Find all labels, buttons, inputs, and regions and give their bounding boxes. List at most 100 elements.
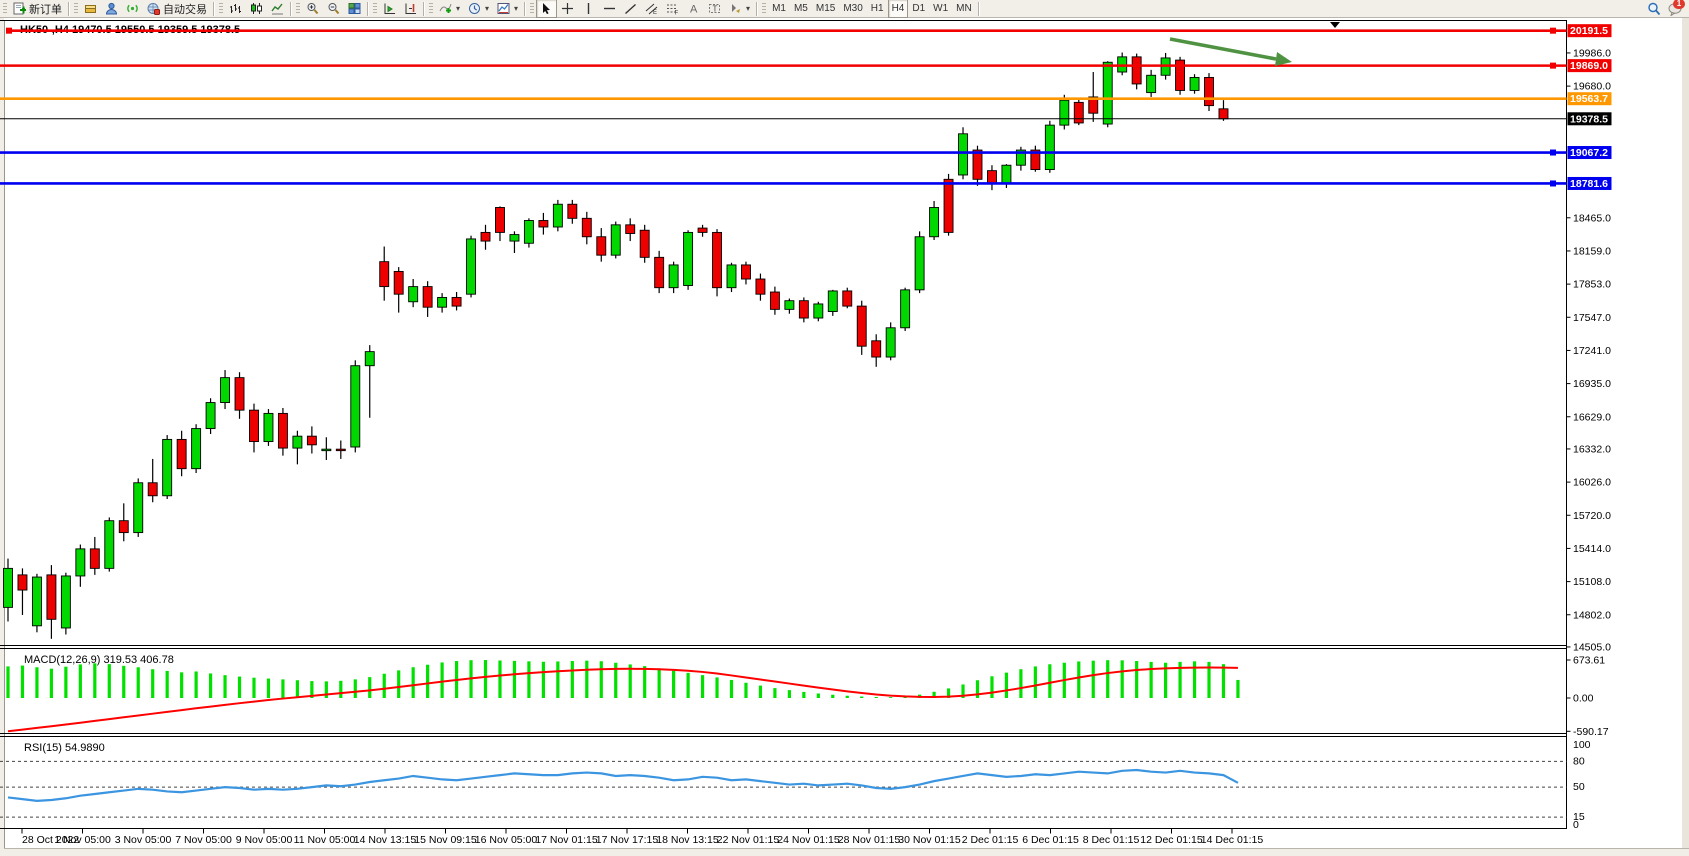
macd-histogram-bar bbox=[946, 688, 951, 698]
dropdown-caret-icon[interactable]: ▾ bbox=[746, 4, 751, 13]
main-toolbar: 新订单 自动交易 ▾ ▾ ▾ E F A T ▾ M1 M5 M15 M30 H1 H4 D1 W1 MN 1 bbox=[0, 0, 1689, 18]
tf-w1-button-label: W1 bbox=[933, 3, 949, 14]
macd-histogram-bar bbox=[1192, 661, 1197, 698]
candle-bull bbox=[31, 576, 42, 627]
macd-histogram-bar bbox=[1120, 660, 1124, 698]
crosshair-button[interactable] bbox=[557, 0, 578, 18]
macd-histogram-bar bbox=[440, 662, 444, 698]
cursor-icon bbox=[540, 2, 553, 15]
trendline-button[interactable] bbox=[620, 0, 641, 18]
autotrading-button[interactable]: 自动交易 bbox=[143, 0, 211, 18]
tf-d1-button[interactable]: D1 bbox=[908, 0, 929, 18]
candle-bull bbox=[1102, 61, 1113, 125]
zoom-in-button[interactable] bbox=[302, 0, 323, 18]
templates-button[interactable]: ▾ bbox=[493, 0, 522, 18]
line-anchor-marker[interactable] bbox=[1550, 180, 1556, 187]
date-label: 22 Nov 01:15 bbox=[717, 834, 780, 846]
candle-bear bbox=[335, 448, 346, 452]
line-anchor-marker[interactable] bbox=[1550, 149, 1556, 156]
candle-bull bbox=[813, 303, 824, 319]
tf-m1-button[interactable]: M1 bbox=[768, 0, 790, 18]
candle-bull bbox=[133, 482, 144, 534]
chart-shift-button[interactable] bbox=[400, 0, 421, 18]
candle-bear bbox=[697, 227, 708, 233]
tf-w1-button[interactable]: W1 bbox=[929, 0, 952, 18]
tf-m5-button[interactable]: M5 bbox=[790, 0, 812, 18]
candle-chart-button[interactable] bbox=[246, 0, 267, 18]
toolbar-grip[interactable] bbox=[74, 2, 78, 15]
toolbar-separator bbox=[524, 1, 526, 16]
arrows-button[interactable]: ▾ bbox=[725, 0, 754, 18]
macd-histogram-bar bbox=[252, 677, 256, 698]
price-badge-label: 18781.6 bbox=[1570, 178, 1608, 190]
line-anchor-marker[interactable] bbox=[1550, 27, 1556, 34]
market-watch-button[interactable] bbox=[80, 0, 101, 18]
toolbar-grip[interactable] bbox=[296, 2, 300, 15]
candle-bear bbox=[176, 438, 187, 470]
tf-h4-button[interactable]: H4 bbox=[887, 0, 909, 18]
tf-m5-button-label: M5 bbox=[793, 3, 808, 14]
macd-histogram-bar bbox=[657, 668, 661, 698]
search-button[interactable] bbox=[1643, 0, 1664, 18]
signals-button[interactable] bbox=[122, 0, 143, 18]
date-label: 24 Nov 01:15 bbox=[777, 834, 840, 846]
person-icon bbox=[105, 2, 118, 15]
tf-m15-button-label: M15 bbox=[815, 3, 836, 14]
tf-h1-button[interactable]: H1 bbox=[867, 0, 888, 18]
cursor-button[interactable] bbox=[536, 0, 558, 18]
bar-chart-button[interactable] bbox=[225, 0, 246, 18]
macd-histogram-bar bbox=[541, 661, 545, 698]
text-button[interactable]: A bbox=[683, 0, 704, 18]
channel-button[interactable]: E bbox=[641, 0, 662, 18]
toolbar-grip[interactable] bbox=[530, 2, 535, 15]
candle-bull bbox=[827, 290, 838, 312]
profile-button[interactable] bbox=[101, 0, 122, 18]
line-chart-button[interactable] bbox=[267, 0, 288, 18]
text-label-button[interactable]: T bbox=[704, 0, 725, 18]
candle-bear bbox=[422, 286, 433, 308]
fibonacci-button[interactable]: F bbox=[662, 0, 683, 18]
trend-arrow-head[interactable] bbox=[1275, 52, 1292, 66]
down-triangle-marker[interactable] bbox=[1330, 22, 1340, 28]
new-order-button[interactable]: 新订单 bbox=[9, 0, 66, 18]
candle-bear bbox=[379, 261, 390, 288]
dropdown-caret-icon[interactable]: ▾ bbox=[456, 4, 461, 13]
candle-bear bbox=[89, 548, 100, 569]
chart-area[interactable]: HK50-,H4 19470.5 19550.5 19359.5 19378.5… bbox=[0, 17, 1689, 856]
candle-bear bbox=[1204, 76, 1214, 107]
tile-windows-button[interactable] bbox=[344, 0, 365, 18]
macd-histogram-bar bbox=[20, 665, 25, 698]
vertical-line-button[interactable] bbox=[578, 0, 599, 18]
auto-scroll-button[interactable] bbox=[379, 0, 400, 18]
candle-bull bbox=[104, 520, 115, 569]
candle-bear bbox=[1030, 149, 1041, 171]
toolbar-separator bbox=[68, 1, 69, 16]
rsi-axis-label: 80 bbox=[1573, 755, 1585, 767]
indicators-button[interactable]: ▾ bbox=[435, 0, 464, 18]
line-anchor-marker[interactable] bbox=[6, 27, 12, 34]
periods-button[interactable]: ▾ bbox=[464, 0, 493, 18]
line-anchor-marker[interactable] bbox=[1550, 62, 1556, 69]
svg-text:T: T bbox=[713, 5, 718, 14]
trend-arrow-line[interactable] bbox=[1169, 37, 1277, 61]
rsi-axis-label: 0 bbox=[1573, 819, 1579, 831]
macd-histogram-bar bbox=[787, 690, 791, 698]
notifications-button[interactable]: 1 bbox=[1664, 0, 1685, 18]
toolbar-grip[interactable] bbox=[762, 2, 767, 15]
macd-histogram-bar bbox=[527, 661, 531, 698]
zoom-out-button[interactable] bbox=[323, 0, 344, 18]
clock-icon bbox=[468, 2, 481, 15]
tf-mn-button[interactable]: MN bbox=[952, 0, 976, 18]
candle-bear bbox=[1131, 56, 1142, 85]
dropdown-caret-icon[interactable]: ▾ bbox=[485, 4, 490, 13]
horizontal-line-button[interactable] bbox=[599, 0, 620, 18]
date-label: 30 Nov 01:15 bbox=[898, 834, 961, 846]
tf-m30-button[interactable]: M30 bbox=[839, 0, 866, 18]
dropdown-caret-icon[interactable]: ▾ bbox=[514, 4, 519, 13]
toolbar-grip[interactable] bbox=[429, 2, 433, 15]
tf-m15-button[interactable]: M15 bbox=[812, 0, 839, 18]
tf-m1-button-label: M1 bbox=[772, 3, 786, 14]
toolbar-grip[interactable] bbox=[373, 2, 377, 15]
toolbar-grip[interactable] bbox=[3, 2, 7, 15]
toolbar-grip[interactable] bbox=[219, 2, 223, 15]
